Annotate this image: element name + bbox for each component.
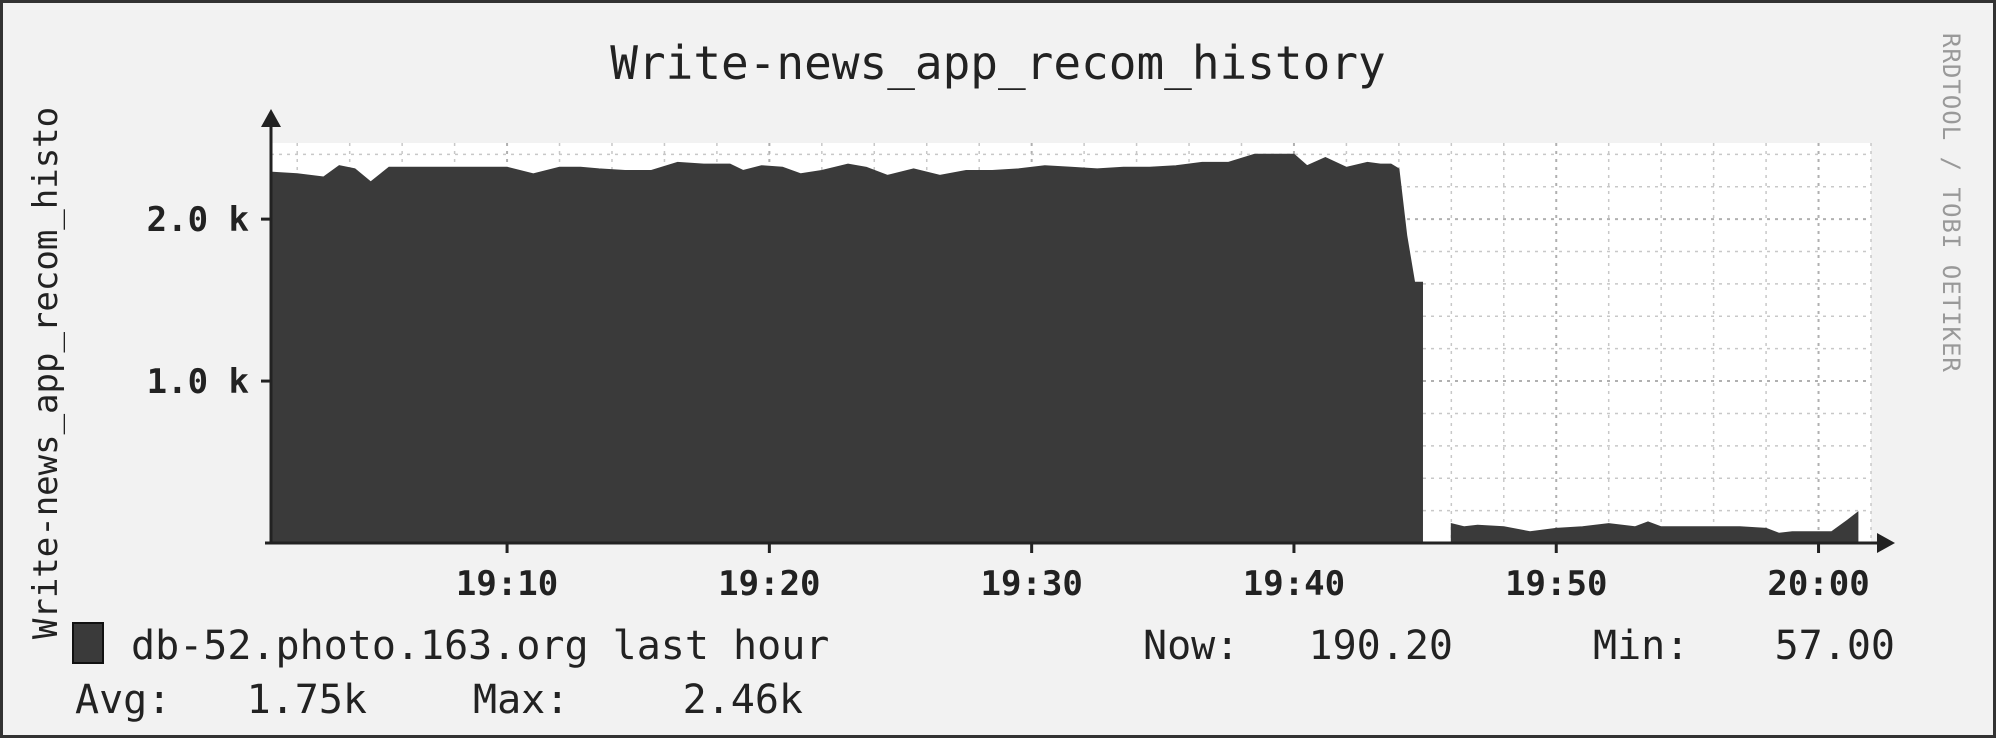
rrdtool-watermark: RRDTOOL / TOBI OETIKER xyxy=(1937,33,1965,373)
x-tick-label: 19:30 xyxy=(980,564,1082,604)
legend-now-value: 190.20 xyxy=(1309,623,1454,669)
x-tick-label: 19:20 xyxy=(718,564,820,604)
legend-swatch xyxy=(73,623,103,663)
legend-max-value: 2.46k xyxy=(683,677,803,723)
legend-series-label: db-52.photo.163.org last hour xyxy=(131,623,829,669)
x-tick-label: 19:40 xyxy=(1243,564,1345,604)
chart-title: Write-news_app_recom_history xyxy=(610,36,1385,90)
legend-max-label: Max: xyxy=(473,677,569,723)
legend-min-value: 57.00 xyxy=(1775,623,1895,669)
x-tick-label: 19:10 xyxy=(456,564,558,604)
y-axis-arrow xyxy=(261,109,281,127)
legend-now-label: Now: xyxy=(1143,623,1239,669)
legend-avg-label: Avg: xyxy=(75,677,171,723)
y-axis-label: Write-news_app_recom_histo xyxy=(26,107,66,639)
series-area-segment xyxy=(271,154,1423,543)
y-tick-label: 1.0 k xyxy=(147,362,249,402)
legend-min-label: Min: xyxy=(1593,623,1689,669)
y-tick-label: 2.0 k xyxy=(147,200,249,240)
x-tick-label: 19:50 xyxy=(1505,564,1607,604)
chart-svg: 19:10 19:20 19:30 19:40 19:50 20:00 1.0 k 2.0 … xyxy=(3,3,1993,735)
x-tick-labels: 19:10 19:20 19:30 19:40 19:50 20:00 xyxy=(456,564,1870,604)
x-tick-label: 20:00 xyxy=(1767,564,1869,604)
x-axis-arrow xyxy=(1877,533,1895,553)
y-tick-labels: 1.0 k 2.0 k xyxy=(147,200,249,402)
legend-avg-value: 1.75k xyxy=(247,677,367,723)
